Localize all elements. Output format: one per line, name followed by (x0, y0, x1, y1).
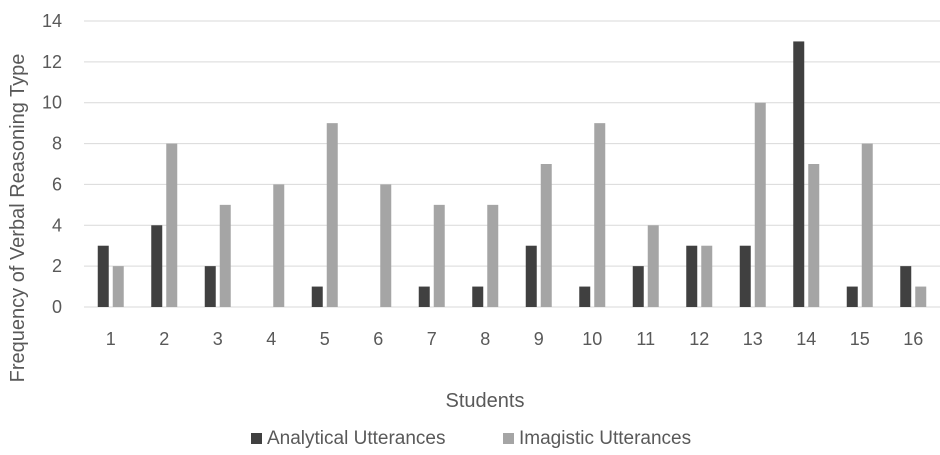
bar-imagistic-student-16 (915, 286, 927, 307)
x-tick-labels: 1 2 3 4 5 6 7 8 9 10 11 12 13 14 15 16 (106, 329, 924, 349)
bar-imagistic-student-2 (166, 143, 178, 307)
y-axis-title: Frequency of Verbal Reasoning Type (7, 54, 29, 383)
x-tick-label: 8 (480, 329, 490, 349)
y-tick-label: 10 (42, 93, 62, 113)
bar-analytical-student-12 (686, 245, 698, 307)
x-tick-label: 10 (582, 329, 602, 349)
y-tick-label: 4 (52, 215, 62, 235)
bar-imagistic-student-5 (326, 123, 338, 308)
x-tick-label: 16 (903, 329, 923, 349)
x-tick-label: 15 (850, 329, 870, 349)
legend-swatch-analytical (251, 433, 262, 444)
x-tick-label: 9 (534, 329, 544, 349)
x-tick-label: 4 (266, 329, 276, 349)
legend-label-analytical: Analytical Utterances (267, 428, 445, 449)
x-tick-label: 7 (427, 329, 437, 349)
bar-imagistic-student-8 (487, 204, 499, 307)
legend: Analytical Utterances Imagistic Utteranc… (251, 428, 691, 449)
legend-label-imagistic: Imagistic Utterances (519, 428, 691, 449)
x-axis-title: Students (446, 390, 525, 412)
bar-imagistic-student-14 (808, 164, 820, 307)
y-tick-label: 0 (52, 297, 62, 317)
bar-analytical-student-13 (739, 245, 751, 307)
y-tick-labels: 0 2 4 6 8 10 12 14 (42, 11, 62, 317)
legend-swatch-imagistic (503, 433, 514, 444)
bar-analytical-student-14 (793, 41, 805, 308)
bar-imagistic-student-7 (433, 204, 445, 307)
x-tick-label: 14 (796, 329, 816, 349)
bar-imagistic-student-1 (112, 266, 124, 307)
bar-analytical-student-1 (97, 245, 109, 307)
bar-imagistic-student-11 (647, 225, 659, 307)
bar-imagistic-student-12 (701, 245, 713, 307)
x-tick-label: 13 (743, 329, 763, 349)
x-tick-label: 5 (320, 329, 330, 349)
bar-analytical-student-2 (151, 225, 163, 307)
bar-analytical-student-10 (579, 286, 591, 307)
bar-imagistic-student-4 (273, 184, 285, 307)
y-tick-label: 12 (42, 52, 62, 72)
y-tick-label: 8 (52, 134, 62, 154)
x-tick-label: 3 (213, 329, 223, 349)
y-tick-label: 14 (42, 11, 62, 31)
bar-analytical-student-16 (900, 266, 912, 307)
x-tick-label: 12 (689, 329, 709, 349)
bar-imagistic-student-6 (380, 184, 392, 307)
bar-analytical-student-15 (846, 286, 858, 307)
x-tick-label: 11 (636, 329, 655, 349)
bar-imagistic-student-13 (754, 102, 766, 307)
y-tick-label: 6 (52, 174, 62, 194)
bar-imagistic-student-3 (219, 204, 231, 307)
x-tick-label: 6 (373, 329, 383, 349)
x-tick-label: 1 (106, 329, 116, 349)
bar-analytical-student-11 (632, 266, 644, 307)
bar-imagistic-student-10 (594, 123, 606, 308)
x-tick-label: 2 (159, 329, 169, 349)
bar-imagistic-student-15 (861, 143, 873, 307)
bar-analytical-student-8 (472, 286, 484, 307)
bar-imagistic-student-9 (540, 164, 552, 307)
bar-analytical-student-7 (418, 286, 430, 307)
bar-analytical-student-3 (204, 266, 216, 307)
y-tick-label: 2 (52, 256, 62, 276)
bar-analytical-student-9 (525, 245, 537, 307)
bar-analytical-student-5 (311, 286, 323, 307)
bars (97, 41, 927, 308)
